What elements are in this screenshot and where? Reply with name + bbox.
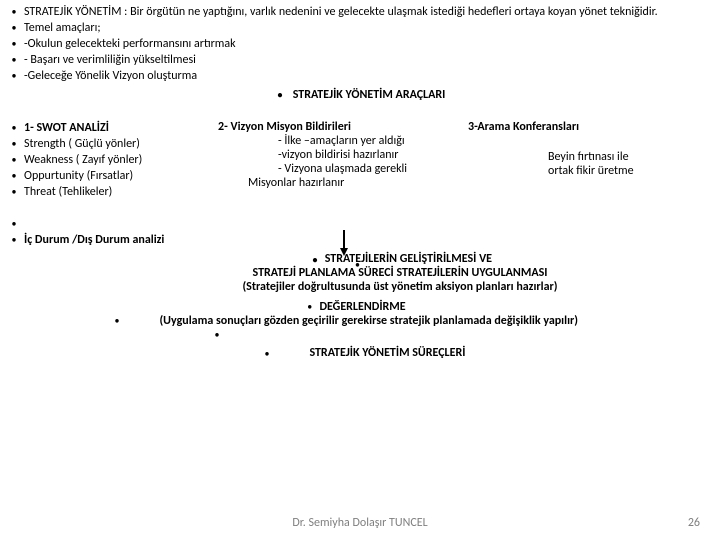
three-column-region: • 1- SWOT ANALİZİ • Strength ( Güçlü yön… (0, 120, 720, 230)
bullet-dot-icon: • (110, 314, 124, 327)
bullet-dot-icon: • (4, 52, 24, 68)
bullet-item: • 1- SWOT ANALİZİ (4, 120, 142, 136)
bullet-dot-icon: • (270, 88, 290, 101)
top-list: • STRATEJİK YÖNETİM : Bir örgütün ne yap… (0, 0, 720, 84)
search-conf-line: Beyin fırtınası ile (548, 150, 634, 164)
page-number: 26 (688, 516, 700, 530)
bullet-item: • Weakness ( Zayıf yönler) (4, 152, 142, 168)
dev-line2: STRATEJİ PLANLAMA SÜRECİ STRATEJİLERİN U… (130, 266, 670, 280)
bullet-item: • Temel amaçları; (4, 20, 720, 36)
tools-heading: • STRATEJİK YÖNETİM ARAÇLARI (270, 88, 720, 102)
bullet-item: • (4, 216, 164, 232)
bullet-text: Strength ( Güçlü yönler) (24, 136, 140, 152)
bullet-dot-icon: • (4, 216, 24, 232)
bullet-text: -Okulun gelecekteki performansını artırm… (24, 36, 236, 52)
bullet-dot-icon: • (4, 184, 24, 200)
bullet-item: • -Okulun gelecekteki performansını artı… (4, 36, 720, 52)
bullet-dot-icon: • (260, 347, 274, 360)
bullet-text: STRATEJİK YÖNETİM : Bir örgütün ne yaptı… (24, 4, 658, 20)
vision-head: 2- Vizyon Misyon Bildirileri (218, 120, 407, 134)
bullet-text: Threat (Tehlikeler) (24, 184, 112, 200)
bullet-dot-icon: • (355, 258, 360, 271)
footer-author: Dr. Semiyha Dolaşır TUNCEL (0, 516, 720, 530)
bullet-dot-icon: • (4, 232, 24, 248)
bullet-dot-icon: • (4, 36, 24, 52)
bullet-item: • Threat (Tehlikeler) (4, 184, 142, 200)
col-swot: • 1- SWOT ANALİZİ • Strength ( Güçlü yön… (4, 120, 142, 200)
bullet-dot-icon: • (4, 20, 24, 36)
vision-line: - Vizyona ulaşmada gerekli (278, 162, 407, 176)
search-conf-head: 3-Arama Konferansları (468, 120, 634, 134)
bullet-item: • - Başarı ve verimliliğin yükseltilmesi (4, 52, 720, 68)
bullet-dot-icon: • (4, 4, 24, 20)
bullet-text: -Geleceğe Yönelik Vizyon oluşturma (24, 68, 197, 84)
vision-line: - İlke –amaçların yer aldığı (278, 134, 407, 148)
bullet-dot-icon: • (303, 300, 317, 313)
bullet-text: - Başarı ve verimliliğin yükseltilmesi (24, 52, 196, 68)
vision-line: -vizyon bildirisi hazırlanır (278, 148, 407, 162)
swot-head: 1- SWOT ANALİZİ (24, 120, 109, 136)
bullet-text: Temel amaçları; (24, 20, 101, 36)
process-line: • STRATEJİK YÖNETİM SÜREÇLERİ (260, 346, 720, 360)
col-vision: 2- Vizyon Misyon Bildirileri - İlke –ama… (218, 120, 407, 190)
dev-line3: (Stratejiler doğrultusunda üst yönetim a… (130, 280, 670, 294)
tools-heading-text: STRATEJİK YÖNETİM ARAÇLARI (293, 88, 446, 102)
bullet-dot-icon: • (4, 120, 24, 136)
bullet-item: • -Geleceğe Yönelik Vizyon oluşturma (4, 68, 720, 84)
internal-text: İç Durum /Dış Durum analizi (24, 232, 164, 248)
vision-line: Misyonlar hazırlanır (248, 176, 407, 190)
bullet-item: • Strength ( Güçlü yönler) (4, 136, 142, 152)
eval-line: (Uygulama sonuçları gözden geçirilir ger… (159, 314, 578, 328)
eval-title: DEĞERLENDİRME (319, 300, 405, 314)
bullet-text: Weakness ( Zayıf yönler) (24, 152, 142, 168)
arrow-down-icon (340, 230, 348, 256)
search-conf-line: ortak fikir üretme (548, 164, 634, 178)
internal-external-row: • • İç Durum /Dış Durum analizi (4, 216, 164, 248)
bullet-dot-icon: • (4, 168, 24, 184)
dev-title: STRATEJİLERİN GELİŞTİRİLMESİ VE (325, 252, 492, 266)
bullet-item: • Oppurtunity (Fırsatlar) (4, 168, 142, 184)
bullet-dot-icon: • (4, 68, 24, 84)
bullet-dot-icon: • (4, 136, 24, 152)
process-text: STRATEJİK YÖNETİM SÜREÇLERİ (309, 346, 465, 360)
evaluation-block: • DEĞERLENDİRME • (Uygulama sonuçları gö… (0, 300, 720, 342)
bullet-item: • STRATEJİK YÖNETİM : Bir örgütün ne yap… (4, 4, 720, 20)
strategy-dev-block: • STRATEJİLERİN GELİŞTİRİLMESİ VE STRATE… (0, 252, 720, 294)
bullet-text: Oppurtunity (Fırsatlar) (24, 168, 133, 184)
col-search-conf: 3-Arama Konferansları Beyin fırtınası il… (468, 120, 634, 178)
bullet-dot-icon: • (308, 253, 322, 266)
bullet-dot-icon: • (4, 152, 24, 168)
bullet-item: • İç Durum /Dış Durum analizi (4, 232, 164, 248)
bullet-dot-icon: • (210, 328, 224, 341)
